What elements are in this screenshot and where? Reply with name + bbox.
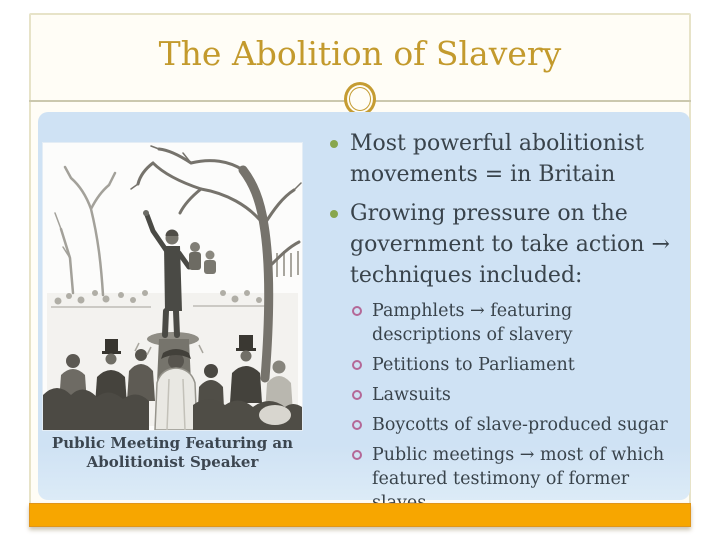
content-panel: Public Meeting Featuring an Abolitionist… <box>38 112 690 513</box>
right-tree <box>130 145 302 383</box>
fence-lines <box>276 251 299 277</box>
bullet-dot-icon <box>330 140 338 148</box>
engraving-image <box>43 143 302 430</box>
sub-bullet-block: Pamphlets → featuring descriptions of sl… <box>330 299 684 515</box>
ring-ornament-icon <box>344 82 376 116</box>
sub-bullet-lawsuits: Lawsuits <box>352 383 684 407</box>
sub-bullet-petitions: Petitions to Parliament <box>352 353 684 377</box>
sub-bullet-pamphlets: Pamphlets → featuring descriptions of sl… <box>352 299 684 347</box>
sub-bullet-public-meetings: Public meetings → most of which featured… <box>352 443 684 515</box>
sub-bullet-text: Boycotts of slave-produced sugar <box>372 415 668 435</box>
hollow-circle-icon <box>352 306 362 316</box>
foreground-crowd <box>43 335 302 430</box>
bullet-item-pressure: Growing pressure on the government to ta… <box>330 198 684 291</box>
sub-bullet-text: Lawsuits <box>372 385 451 405</box>
bullet-text: Growing pressure on the government to ta… <box>350 201 670 288</box>
bullet-dot-icon <box>330 210 338 218</box>
distant-crowd <box>51 290 273 308</box>
figure-image <box>43 143 302 430</box>
hollow-circle-icon <box>352 420 362 430</box>
sub-bullet-boycotts: Boycotts of slave-produced sugar <box>352 413 684 437</box>
left-tree <box>54 165 117 297</box>
figure-caption-line2: Abolitionist Speaker <box>86 453 259 471</box>
hollow-circle-icon <box>352 390 362 400</box>
sub-bullet-list: Pamphlets → featuring descriptions of sl… <box>352 299 684 515</box>
footer-accent-bar <box>29 503 691 527</box>
sub-bullet-text: Pamphlets → featuring descriptions of sl… <box>372 301 573 345</box>
figure-caption-line1: Public Meeting Featuring an <box>51 434 294 452</box>
hollow-circle-icon <box>352 450 362 460</box>
sub-bullet-text: Petitions to Parliament <box>372 355 575 375</box>
slide-title: The Abolition of Slavery <box>158 34 562 73</box>
figure-caption: Public Meeting Featuring an Abolitionist… <box>43 434 302 472</box>
hollow-circle-icon <box>352 360 362 370</box>
sub-bullet-text: Public meetings → most of which featured… <box>372 445 665 513</box>
bullet-list: Most powerful abolitionist movements = i… <box>330 128 684 521</box>
bullet-item-britain: Most powerful abolitionist movements = i… <box>330 128 684 190</box>
bullet-text: Most powerful abolitionist movements = i… <box>350 131 644 187</box>
